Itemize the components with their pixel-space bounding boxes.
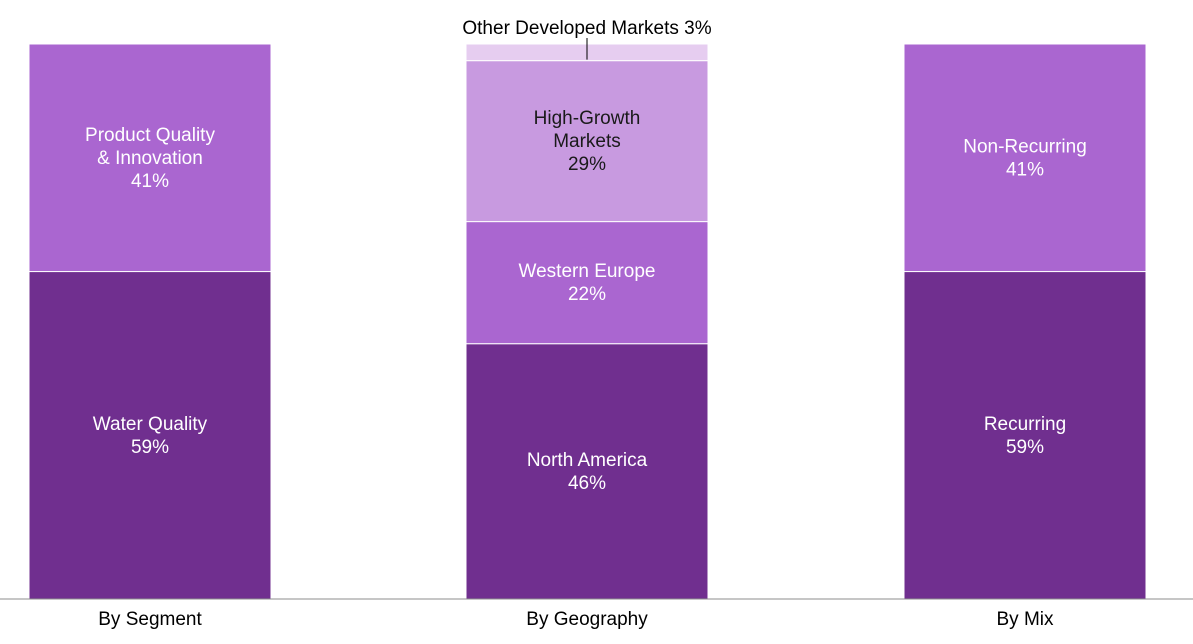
segment-value-western-europe: 22% (568, 284, 606, 305)
segment-value-recurring: 59% (1006, 437, 1044, 458)
segment-label-high-growth-markets: High-Growth Markets 29% (534, 108, 641, 175)
bar-segment-non-recurring (903, 43, 1147, 273)
category-labels-layer: By Segment By Geography By Mix (98, 609, 1054, 630)
bar-segment-north-america (465, 343, 709, 600)
labels-layer: Water Quality 59% Product Quality & Innovat… (85, 18, 1087, 494)
segment-label-product-quality-and-innovation: Product Quality & Innovation 41% (85, 125, 215, 192)
segment-value-high-growth-markets: 29% (568, 154, 606, 175)
bars-layer (28, 43, 1147, 600)
bar-segment-recurring (903, 271, 1147, 600)
segment-label-recurring: Recurring 59% (984, 414, 1066, 458)
category-label-by-segment: By Segment (98, 609, 202, 630)
segment-value-product-quality-and-innovation: 41% (131, 171, 169, 192)
category-label-by-mix: By Mix (997, 609, 1055, 630)
segment-label-western-europe: Western Europe 22% (519, 261, 656, 305)
segment-label-north-america: North America 46% (527, 450, 648, 494)
segment-label-non-recurring: Non-Recurring 41% (963, 136, 1087, 180)
segment-value-water-quality: 59% (131, 437, 169, 458)
bar-segment-water-quality (28, 271, 272, 600)
bar-segment-product-quality-and-innovation (28, 43, 272, 273)
bar-segment-high-growth-markets (465, 60, 709, 223)
segment-value-north-america: 46% (568, 473, 606, 494)
segment-value-non-recurring: 41% (1006, 159, 1044, 180)
segment-label-water-quality: Water Quality 59% (93, 414, 208, 458)
callout-label-other-developed-markets: Other Developed Markets 3% (462, 18, 711, 39)
category-label-by-geography: By Geography (526, 609, 648, 630)
bar-segment-western-europe (465, 221, 709, 345)
